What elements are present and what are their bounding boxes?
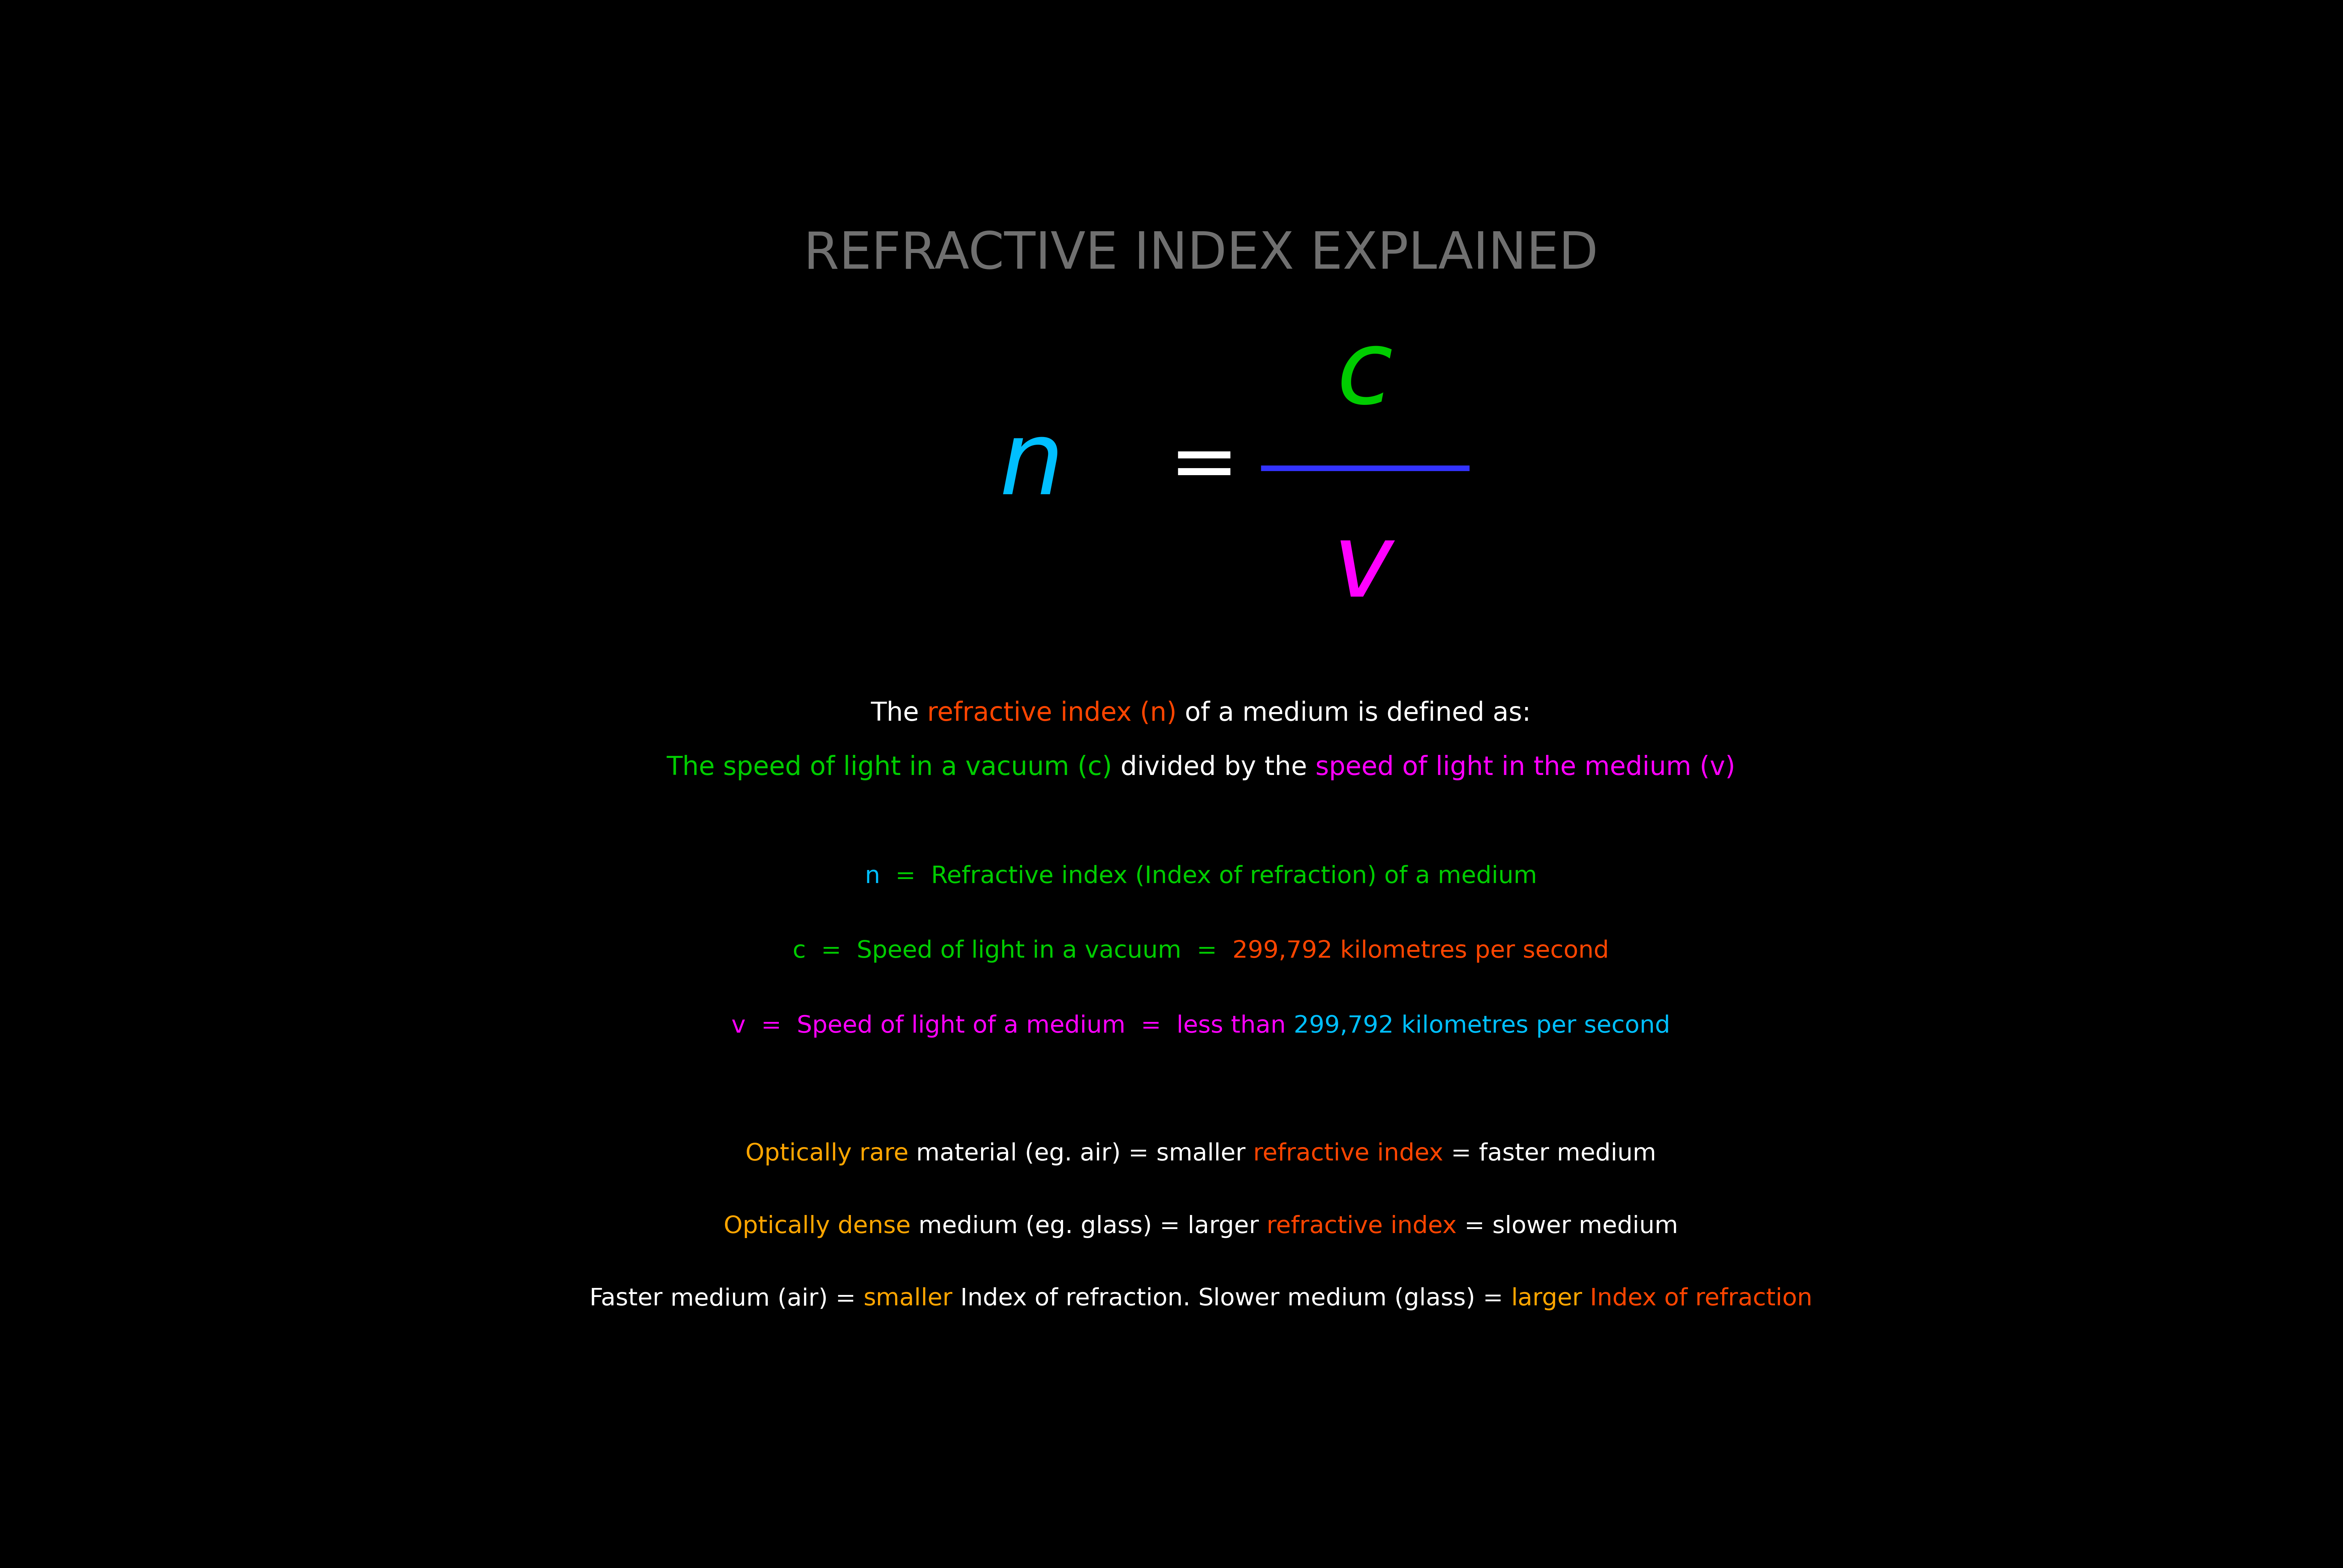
Text: medium (glass) =: medium (glass) =: [1279, 1287, 1511, 1311]
Text: 299,792 kilometres per second: 299,792 kilometres per second: [1293, 1014, 1671, 1038]
Text: =  Refractive index (Index of refraction) of a medium: = Refractive index (Index of refraction)…: [881, 866, 1537, 887]
Text: refractive index (n): refractive index (n): [928, 701, 1176, 726]
Text: v: v: [731, 1014, 745, 1038]
Text: divided by the: divided by the: [1113, 754, 1314, 781]
Text: speed of light in the medium (v): speed of light in the medium (v): [1314, 754, 1736, 781]
Text: medium (eg. glass) = larger: medium (eg. glass) = larger: [911, 1215, 1268, 1239]
Text: Optically dense: Optically dense: [724, 1215, 911, 1239]
Text: = faster medium: = faster medium: [1443, 1143, 1657, 1165]
Text: 299,792 kilometres per second: 299,792 kilometres per second: [1232, 939, 1610, 963]
Text: $\mathit{v}$: $\mathit{v}$: [1333, 519, 1396, 618]
Text: REFRACTIVE INDEX EXPLAINED: REFRACTIVE INDEX EXPLAINED: [804, 229, 1598, 279]
Text: smaller: smaller: [865, 1287, 954, 1311]
Text: = slower medium: = slower medium: [1457, 1215, 1678, 1239]
Text: larger: larger: [1511, 1287, 1582, 1311]
Text: n: n: [865, 866, 881, 887]
Text: $\mathit{n}$: $\mathit{n}$: [998, 416, 1057, 516]
Text: $\mathit{c}$: $\mathit{c}$: [1336, 326, 1392, 425]
Text: $=$: $=$: [1153, 425, 1230, 506]
Text: Faster: Faster: [588, 1287, 663, 1311]
Text: Optically rare: Optically rare: [745, 1143, 909, 1165]
Text: refractive index: refractive index: [1254, 1143, 1443, 1165]
Text: =  Speed of light of a medium  =  less than: = Speed of light of a medium = less than: [745, 1014, 1293, 1038]
Text: The: The: [872, 701, 928, 726]
Text: =  Speed of light in a vacuum  =: = Speed of light in a vacuum =: [806, 939, 1232, 963]
Text: of a medium is defined as:: of a medium is defined as:: [1176, 701, 1530, 726]
Text: Index of refraction: Index of refraction: [1582, 1287, 1813, 1311]
Text: c: c: [792, 939, 806, 963]
Text: Slower: Slower: [1197, 1287, 1279, 1311]
Text: The speed of light in a vacuum (c): The speed of light in a vacuum (c): [665, 754, 1113, 781]
Text: Index of refraction.: Index of refraction.: [954, 1287, 1197, 1311]
Text: medium (air) =: medium (air) =: [663, 1287, 865, 1311]
Text: refractive index: refractive index: [1268, 1215, 1457, 1239]
Text: material (eg. air) = smaller: material (eg. air) = smaller: [909, 1143, 1254, 1165]
